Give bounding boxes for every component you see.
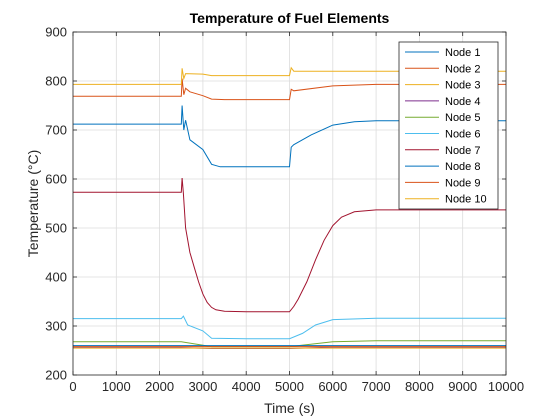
y-tick-label: 600 [45, 172, 67, 187]
legend-label-node-3: Node 3 [445, 80, 480, 92]
x-tick-label: 3000 [188, 379, 217, 394]
x-tick-label: 10000 [488, 379, 524, 394]
y-tick-label: 800 [45, 74, 67, 89]
y-tick-label: 900 [45, 25, 67, 40]
x-tick-label: 8000 [405, 379, 434, 394]
x-tick-label: 1000 [102, 379, 131, 394]
series-node-1 [73, 105, 506, 168]
legend-label-node-5: Node 5 [445, 112, 480, 124]
legend-label-node-4: Node 4 [445, 96, 480, 108]
y-tick-label: 700 [45, 123, 67, 138]
series-node-3 [73, 66, 506, 85]
legend-label-node-1: Node 1 [445, 47, 480, 59]
x-tick-label: 4000 [232, 379, 261, 394]
series-node-6 [73, 315, 506, 340]
legend-label-node-6: Node 6 [445, 129, 480, 141]
y-axis-label: Temperature (°C) [25, 150, 41, 258]
x-axis: 0 1000 2000 3000 4000 5000 6000 7000 8000 9000 100… [69, 32, 524, 394]
x-axis-label: Time (s) [264, 400, 315, 416]
series-node-7 [73, 177, 506, 313]
x-tick-label: 9000 [448, 379, 477, 394]
x-tick-label: 2000 [145, 379, 174, 394]
legend-label-node-7: Node 7 [445, 145, 480, 157]
x-tick-label: 0 [69, 379, 76, 394]
x-tick-label: 5000 [275, 379, 304, 394]
legend-label-node-2: Node 2 [445, 63, 480, 75]
series-node-2 [73, 78, 506, 101]
legend: Node 1 Node 2 Node 3 Node 4 Node 5 Node 6 Node… [398, 41, 499, 210]
series-layer [73, 66, 506, 349]
legend-label-node-8: Node 8 [445, 161, 480, 173]
y-tick-label: 300 [45, 319, 67, 334]
x-tick-label: 7000 [362, 379, 391, 394]
y-tick-label: 500 [45, 221, 67, 236]
legend-box [398, 41, 499, 210]
legend-label-node-9: Node 9 [445, 177, 480, 189]
legend-label-node-10: Node 10 [445, 194, 487, 206]
y-tick-label: 200 [45, 368, 67, 383]
y-tick-label: 400 [45, 270, 67, 285]
x-tick-label: 6000 [318, 379, 347, 394]
y-axis: 200 300 400 500 600 700 800 900 [45, 25, 506, 383]
chart-title: Temperature of Fuel Elements [190, 10, 390, 26]
